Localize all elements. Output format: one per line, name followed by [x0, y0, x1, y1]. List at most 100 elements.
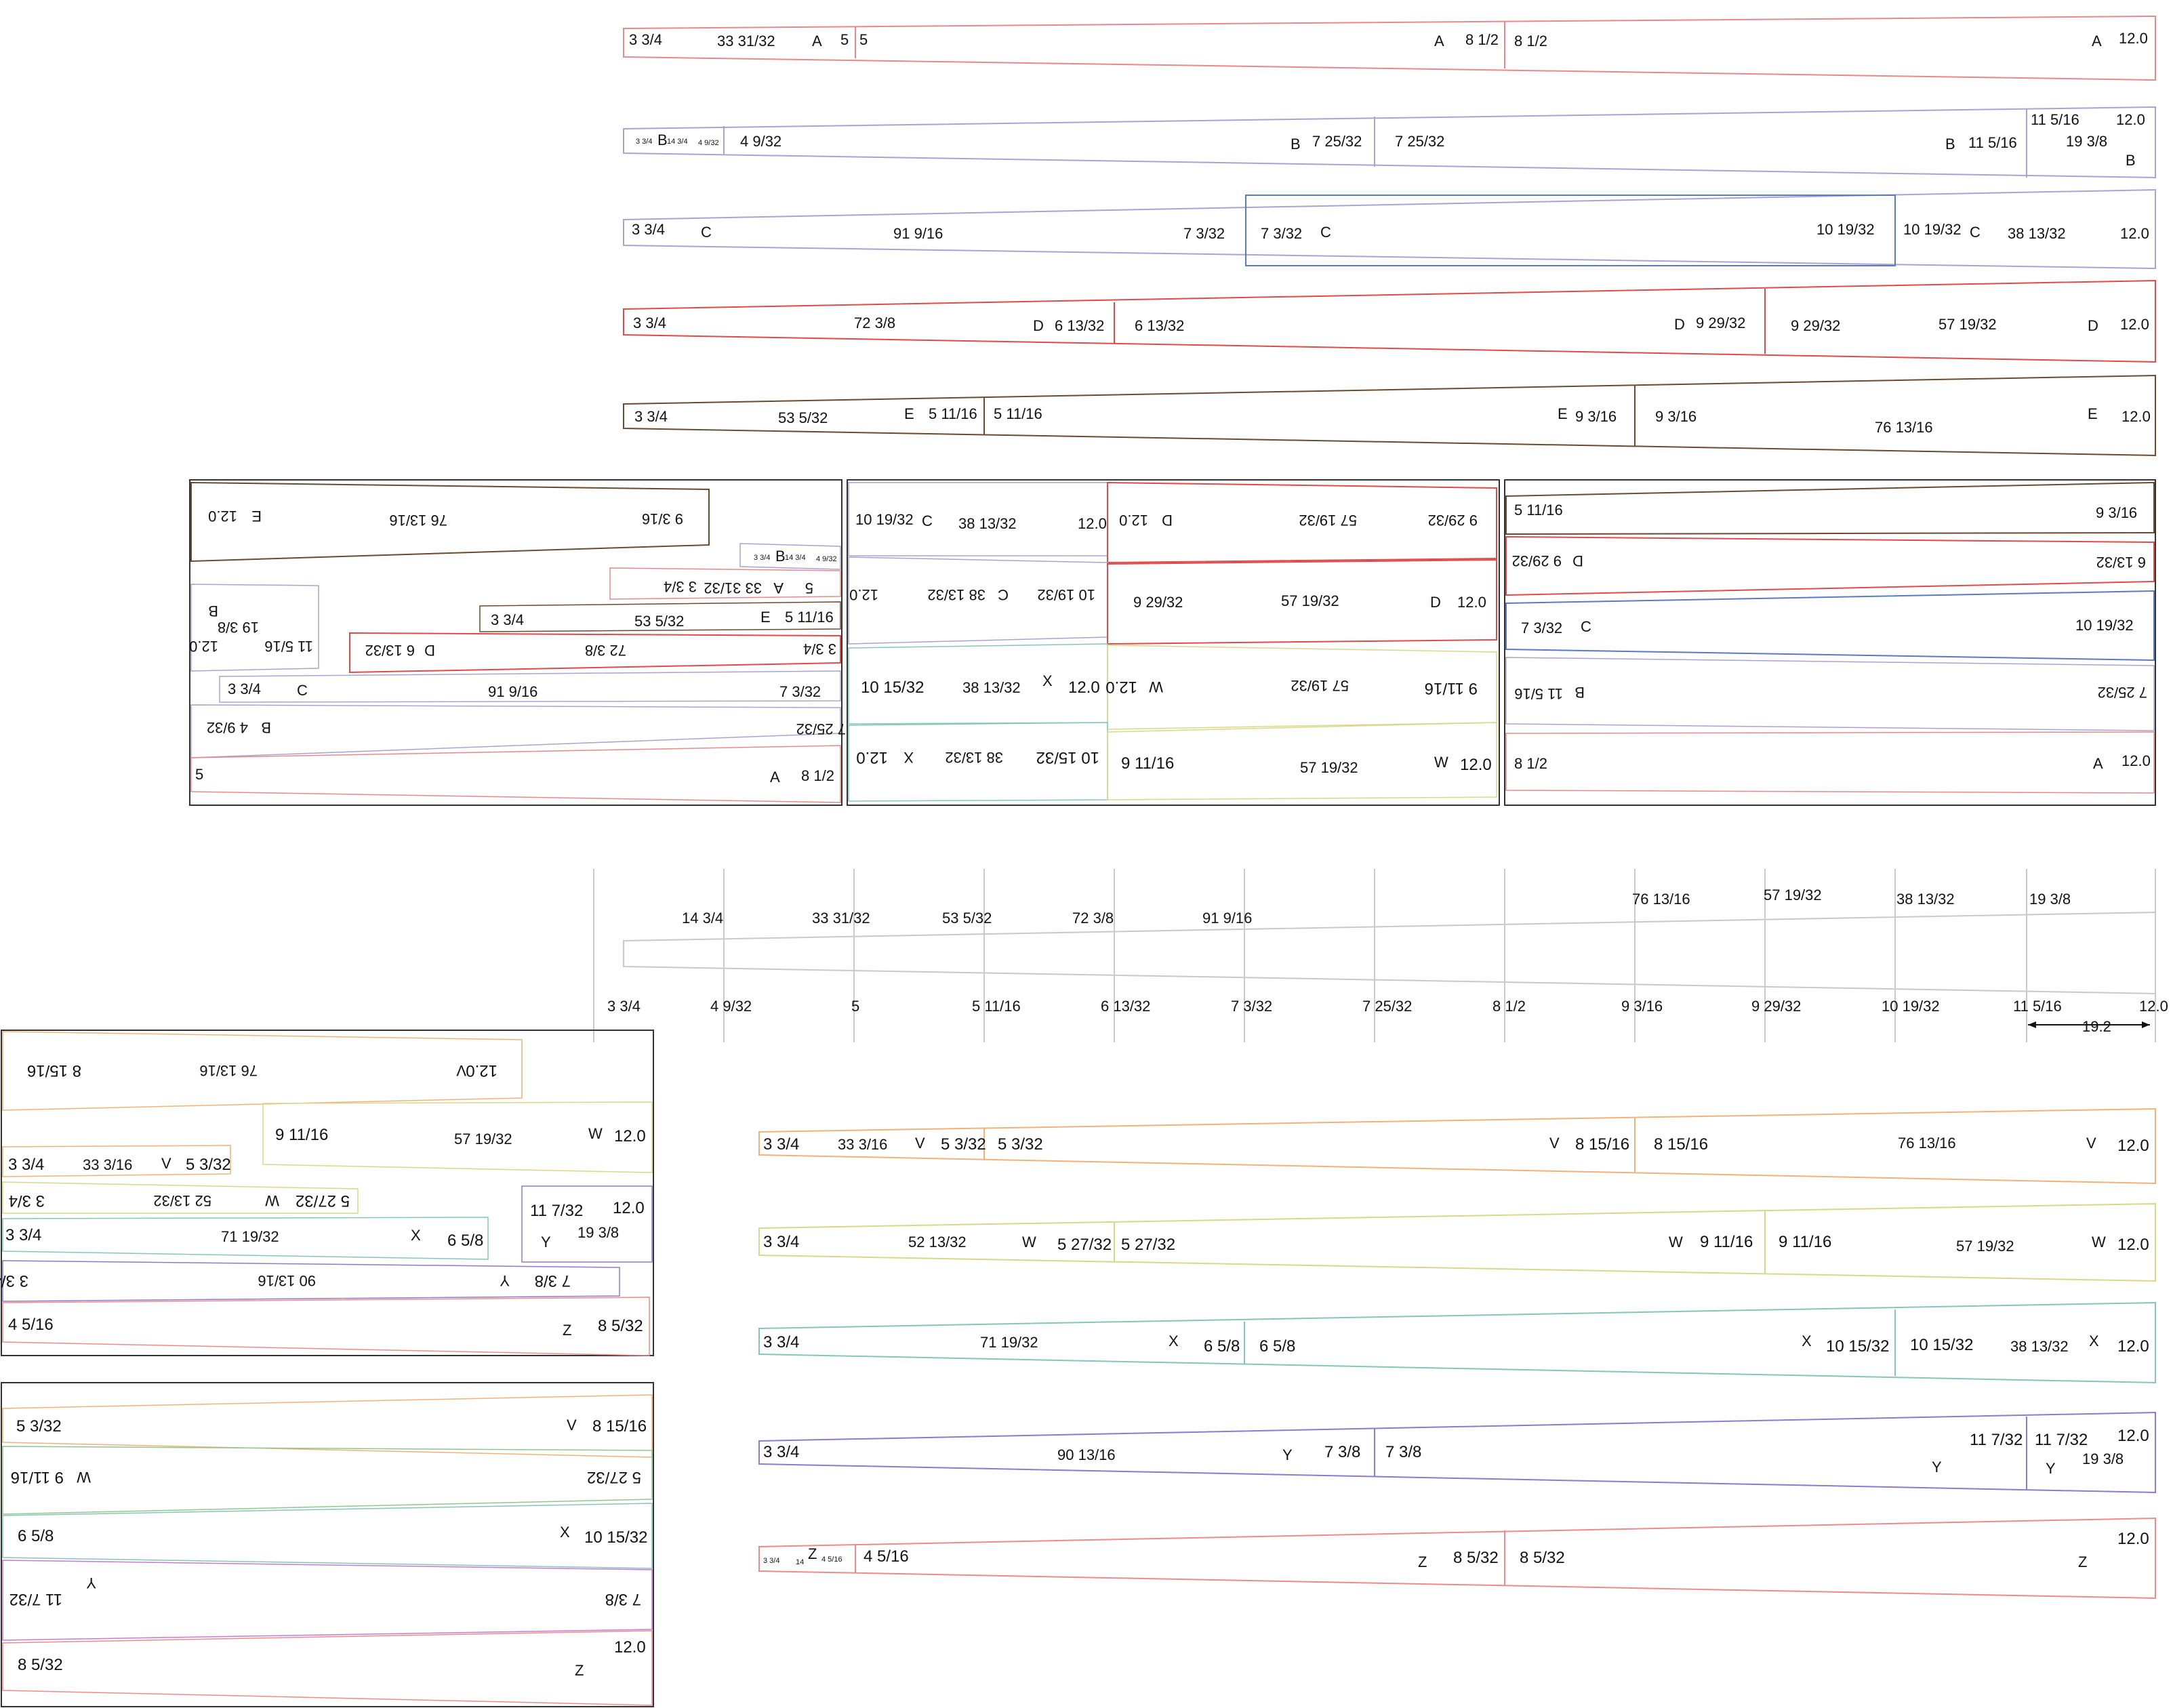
panel1-a-letter: A — [773, 580, 784, 596]
strip-c-width-2a: 10 19/32 — [1816, 221, 1875, 238]
panel1-strip-e-small — [479, 601, 841, 632]
strip-b-width-1a: 4 9/32 — [698, 139, 719, 147]
panel1-b-letter: B — [775, 548, 786, 565]
strip-b-width-2b: 7 25/32 — [1395, 133, 1444, 150]
panel1-c-w1: 7 3/32 — [779, 683, 821, 700]
strip-a-letter-1: A — [812, 33, 822, 49]
panel5-x-letter: X — [560, 1524, 570, 1541]
ruler-upper-label-1: 14 3/4 — [682, 910, 723, 927]
panel1-e2-len: 53 5/32 — [634, 613, 684, 630]
strip-w-outline — [758, 1202, 2156, 1282]
panel1-c-letter: C — [297, 682, 308, 699]
strip-y: 3 3/4 90 13/16 Y 7 3/8 7 3/8 11 7/32 Y 1… — [758, 1411, 2156, 1494]
panel1-a-len: 33 31/32 — [704, 580, 762, 596]
panel5-strip-x — [2, 1503, 653, 1569]
strip-w-start-width: 3 3/4 — [763, 1233, 799, 1251]
strip-x-end-width: 12.0 — [2117, 1337, 2149, 1356]
strip-b-length-0: 14 3/4 — [667, 138, 688, 146]
strip-d-letter-1: D — [1033, 317, 1044, 334]
panel4-strip-w — [262, 1101, 653, 1173]
panel2-c2-end: 12.0 — [849, 586, 878, 603]
panel4-w-letter: W — [588, 1125, 603, 1142]
panel5-w-w2: 9 11/16 — [11, 1468, 64, 1486]
strip-c-letter-3: C — [1970, 224, 1981, 241]
panel4-v2-len1: 33 3/16 — [83, 1156, 132, 1173]
panel1-c-len: 91 9/16 — [488, 683, 537, 700]
strip-z: 3 3/4 14 Z 4 5/16 4 5/16 Z 8 5/32 8 5/32… — [758, 1517, 2156, 1600]
ruler-span-arrow-right-icon — [2142, 1021, 2150, 1028]
panel1-a2-w1: 5 — [195, 766, 203, 783]
strip-x-width-1a: 6 5/8 — [1204, 1337, 1240, 1356]
panel1-b-len0: 14 3/4 — [785, 554, 806, 562]
panel5-x-w1: 6 5/8 — [18, 1527, 54, 1545]
panel4-strip-w-small — [2, 1181, 359, 1214]
strip-e-width-1b: 5 11/16 — [994, 405, 1042, 422]
nested-panel-5: 5 3/32 V 8 15/16 5 27/32 W 9 11/16 6 5/8… — [1, 1382, 654, 1707]
strip-e-letter-1: E — [904, 405, 914, 422]
strip-w-letter-3: W — [2092, 1234, 2106, 1250]
panel2-c-end: 12.0 — [1078, 515, 1107, 532]
panel2-w-end: 12.0 — [1105, 678, 1137, 696]
strip-v-letter-2: V — [1549, 1135, 1560, 1152]
strip-c-length-1: 91 9/16 — [893, 225, 943, 242]
ruler-lower-label-1: 3 3/4 — [607, 998, 641, 1015]
strip-e-start-width: 3 3/4 — [634, 408, 668, 425]
panel3-strip-c — [1505, 590, 2155, 662]
ruler-span-label: 19.2 — [2082, 1018, 2111, 1035]
strip-c-end-width: 12.0 — [2120, 225, 2149, 242]
panel1-e-width: 9 3/16 — [642, 510, 683, 527]
panel2-w-len2: 57 19/32 — [1291, 677, 1349, 694]
strip-d-width-2a: 9 29/32 — [1696, 314, 1745, 331]
ruler-upper-label-5: 91 9/16 — [1202, 910, 1252, 927]
strip-a-start-width: 3 3/4 — [629, 31, 662, 48]
strip-w-end-width: 12.0 — [2117, 1236, 2149, 1254]
panel5-v-letter: V — [567, 1417, 577, 1434]
panel2-c-len2: 38 13/32 — [958, 515, 1017, 532]
panel1-strip-b2 — [190, 704, 841, 758]
panel2-x2-w2: 10 15/32 — [1036, 748, 1099, 767]
ruler-upper-label-2: 33 31/32 — [812, 910, 870, 927]
ruler-span-arrow-left-icon — [2028, 1021, 2036, 1028]
strip-y-start-width: 3 3/4 — [763, 1443, 799, 1461]
panel3-a-end: 12.0 — [2121, 752, 2151, 769]
panel1-c-start: 3 3/4 — [228, 680, 261, 697]
strip-y-width-1a: 7 3/8 — [1324, 1443, 1360, 1461]
ruler-lower-label-5: 6 13/32 — [1101, 998, 1150, 1015]
panel2-x-w2: 10 15/32 — [861, 678, 924, 697]
ruler-lower-label-10: 9 29/32 — [1751, 998, 1801, 1015]
panel4-y-end: 12.0 — [613, 1199, 645, 1217]
strip-x-start-width: 3 3/4 — [763, 1333, 799, 1351]
panel3-strip-b — [1505, 657, 2155, 731]
strip-y-length-2: 19 3/8 — [2082, 1450, 2124, 1467]
panel3-strip-a — [1505, 731, 2155, 794]
panel2-x2-end: 12.0 — [856, 748, 888, 767]
strip-a-width-2b: 8 1/2 — [1514, 33, 1547, 49]
strip-b-width-2a: 7 25/32 — [1312, 133, 1362, 150]
strip-y-width-2b: 11 7/32 — [2035, 1431, 2088, 1449]
panel2-strip-w-lower — [1107, 722, 1497, 800]
panel2-w2-end: 12.0 — [1460, 756, 1492, 774]
strip-a-width-2a: 8 1/2 — [1465, 31, 1499, 48]
panel2-x-end: 12.0 — [1068, 678, 1100, 697]
panel2-w2-len2: 57 19/32 — [1300, 759, 1358, 776]
panel4-v-w2: 8 15/16 — [27, 1061, 81, 1080]
strip-b-width-3a: 11 5/16 — [1968, 134, 2017, 151]
panel3-c-w2: 10 19/32 — [2075, 617, 2134, 634]
strip-c-width-2b: 10 19/32 — [1903, 221, 1962, 238]
panel4-w2-w1: 5 27/32 — [296, 1192, 350, 1210]
strip-c: 3 3/4 C 91 9/16 7 3/32 7 3/32 C 10 19/32… — [623, 188, 2156, 270]
strip-d-start-width: 3 3/4 — [633, 314, 666, 331]
strip-x-width-1b: 6 5/8 — [1259, 1337, 1295, 1356]
panel1-b2-letter: B — [261, 719, 271, 736]
strip-z-letter-1: Z — [1418, 1553, 1427, 1570]
strip-e-end-width: 12.0 — [2121, 408, 2151, 425]
panel3-d-letter: D — [1572, 552, 1583, 569]
nested-panel-2: 10 19/32 C 38 13/32 12.0 12.0 D 57 19/32… — [847, 479, 1500, 806]
ruler-lower-label-2: 4 9/32 — [710, 998, 752, 1015]
strip-v-width-2b: 8 15/16 — [1654, 1135, 1708, 1154]
strip-w-length-1: 52 13/32 — [908, 1234, 967, 1250]
strip-y-letter-2: Y — [1932, 1459, 1942, 1476]
nested-panel-3-frame — [1504, 479, 2156, 806]
strip-z-length-0: 14 — [796, 1558, 804, 1566]
